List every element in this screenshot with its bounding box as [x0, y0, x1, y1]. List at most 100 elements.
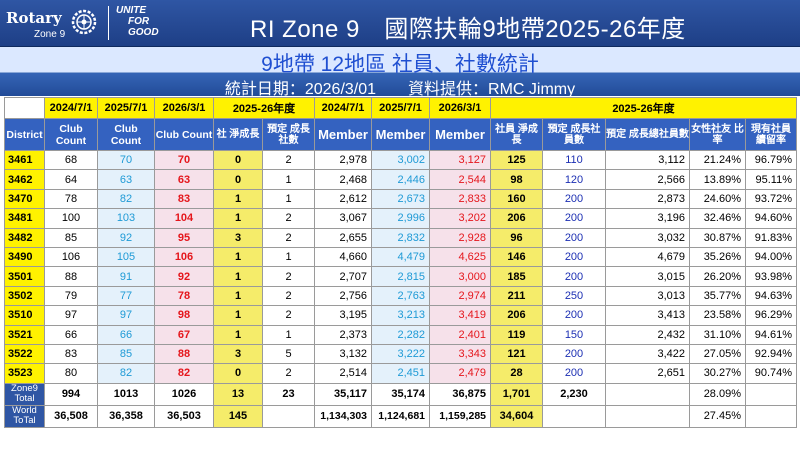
subtitle-band: 9地帶 12地區 社員、社數統計	[0, 47, 800, 76]
table-cell: 90.74%	[744, 363, 798, 384]
table-cell: 68	[44, 149, 98, 171]
table-cell: 2,451	[371, 363, 430, 384]
district-cell: 3462	[4, 169, 45, 190]
column-label-cell: District	[4, 118, 45, 151]
table-cell: 3,202	[429, 208, 491, 229]
table-cell: 30.27%	[689, 363, 746, 384]
header-banner: Rotary Zone 9 UNITE FOR GOOD RI Zone 9 國…	[0, 0, 800, 47]
table-cell: 1	[213, 285, 263, 307]
table-cell: 63	[97, 169, 155, 190]
table-cell: 92	[154, 266, 214, 287]
table-cell: 2,612	[314, 188, 372, 210]
table-cell: 200	[542, 188, 606, 210]
table-cell: 1	[262, 188, 315, 210]
column-label-cell: 現有社員 續留率	[744, 118, 798, 151]
table-cell: 2,566	[605, 169, 690, 190]
table-cell: 2,996	[371, 208, 430, 229]
table-cell: 1	[213, 188, 263, 210]
total-cell: 23	[262, 382, 315, 406]
district-cell: 3510	[4, 305, 45, 326]
table-cell: 4,479	[371, 246, 430, 268]
total-cell	[605, 404, 690, 428]
year-header-cell: 2025/7/1	[97, 97, 155, 119]
table-cell: 0	[213, 149, 263, 171]
table-cell: 26.20%	[689, 266, 746, 287]
table-cell: 1	[213, 324, 263, 345]
table-cell: 3,032	[605, 227, 690, 248]
table-cell: 82	[97, 363, 155, 384]
table-cell: 98	[490, 169, 543, 190]
unite-line-2: FOR	[128, 16, 150, 27]
column-label-cell: 女性社友 比率	[689, 118, 746, 151]
district-cell: 3481	[4, 208, 45, 229]
table-row: 3482 85 92 95 3 2 2,655 2,832 2,928 96 200 3,032 30.…	[4, 227, 798, 248]
table-cell: 2,655	[314, 227, 372, 248]
table-cell: 1	[262, 324, 315, 345]
table-cell: 2,479	[429, 363, 491, 384]
table-cell: 206	[490, 208, 543, 229]
table-cell: 105	[97, 246, 155, 268]
table-row: 3490 106 105 106 1 1 4,660 4,479 4,625 146 200 4,67…	[4, 246, 798, 268]
table-cell: 2,756	[314, 285, 372, 307]
table-cell: 70	[97, 149, 155, 171]
column-label-cell: Club Count	[97, 118, 155, 151]
district-cell: 3470	[4, 188, 45, 210]
unite-for-good-logo: UNITE FOR GOOD	[116, 5, 186, 43]
total-cell: 35,117	[314, 382, 372, 406]
total-cell: 994	[44, 382, 98, 406]
table-cell: 3,013	[605, 285, 690, 307]
total-cell: 1026	[154, 382, 214, 406]
year-header-cell: 2024/7/1	[44, 97, 98, 119]
table-cell: 2,446	[371, 169, 430, 190]
table-cell: 2,974	[429, 285, 491, 307]
table-cell: 200	[542, 363, 606, 384]
table-cell: 103	[97, 208, 155, 229]
table-row: 3502 79 77 78 1 2 2,756 2,763 2,974 211 250 3,013 35…	[4, 285, 798, 307]
table-cell: 93.72%	[744, 188, 798, 210]
table-row: 3461 68 70 70 0 2 2,978 3,002 3,127 125 110 3,112 21…	[4, 149, 798, 171]
rotary-wheel-icon	[71, 9, 97, 35]
table-cell: 3,343	[429, 343, 491, 365]
table-cell: 94.00%	[744, 246, 798, 268]
table-cell: 2,978	[314, 149, 372, 171]
year-header-cell: 2025-26年度	[213, 97, 315, 119]
total-cell: 13	[213, 382, 263, 406]
year-header-cell: 2025/7/1	[371, 97, 430, 119]
table-cell: 96.29%	[744, 305, 798, 326]
total-cell: 36,875	[429, 382, 491, 406]
table-cell: 2,432	[605, 324, 690, 345]
total-cell: 1013	[97, 382, 155, 406]
table-cell: 3,413	[605, 305, 690, 326]
table-cell: 104	[154, 208, 214, 229]
district-cell: 3522	[4, 343, 45, 365]
table-row: 3523 80 82 82 0 2 2,514 2,451 2,479 28 200 2,651 30.…	[4, 363, 798, 384]
table-cell: 1	[213, 246, 263, 268]
table-cell: 106	[44, 246, 98, 268]
district-cell: 3490	[4, 246, 45, 268]
district-cell: 3501	[4, 266, 45, 287]
table-cell: 125	[490, 149, 543, 171]
table-cell: 95	[154, 227, 214, 248]
table-cell: 211	[490, 285, 543, 307]
table-cell: 0	[213, 169, 263, 190]
table-cell: 94.60%	[744, 208, 798, 229]
table-cell: 2,707	[314, 266, 372, 287]
table-cell: 110	[542, 149, 606, 171]
table-cell: 3,222	[371, 343, 430, 365]
total-cell	[542, 404, 606, 428]
table-cell: 96.79%	[744, 149, 798, 171]
subtitle: 9地帶 12地區 社員、社數統計	[261, 53, 539, 76]
total-cell: 36,358	[97, 404, 155, 428]
table-cell: 1	[213, 266, 263, 287]
table-cell: 120	[542, 169, 606, 190]
world-total-row: World ToTal 36,508 36,358 36,503 145 1,134,30…	[4, 404, 798, 428]
rotary-logo: Rotary Zone 9	[6, 6, 106, 42]
table-cell: 23.58%	[689, 305, 746, 326]
table-cell: 66	[97, 324, 155, 345]
total-cell: 1,124,681	[371, 404, 430, 428]
table-cell: 82	[154, 363, 214, 384]
zone-total-row: Zone9 Total 994 1013 1026 13 23 35,117 35,174 36…	[4, 382, 798, 406]
table-cell: 2,401	[429, 324, 491, 345]
year-header-cell: 2024/7/1	[314, 97, 372, 119]
table-cell: 1	[213, 305, 263, 326]
